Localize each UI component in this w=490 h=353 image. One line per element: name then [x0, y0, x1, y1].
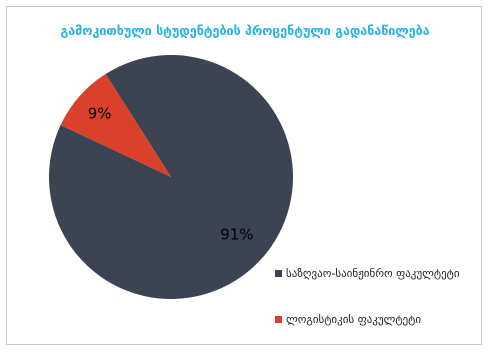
chart-title: გამოკითხული სტუდენტების პროცენტული გადან… — [60, 23, 430, 38]
pie-slice-logistics — [60, 73, 171, 177]
legend-item-maritime: საზღვაო-საინჟინრო ფაკულტეტი — [275, 267, 460, 280]
legend-swatch-logistics — [275, 316, 282, 323]
chart-frame: გამოკითხული სტუდენტების პროცენტული გადან… — [6, 6, 482, 345]
legend-swatch-maritime — [275, 270, 282, 277]
legend-label-logistics: ლოგისტიკის ფაკულტეტი — [286, 313, 422, 326]
pie-label-maritime: 91% — [220, 226, 253, 244]
pie-slice-maritime — [48, 55, 293, 300]
legend-item-logistics: ლოგისტიკის ფაკულტეტი — [275, 313, 421, 326]
legend-label-maritime: საზღვაო-საინჟინრო ფაკულტეტი — [286, 267, 460, 280]
pie-chart: 91% 9% — [48, 55, 293, 300]
pie-label-logistics: 9% — [88, 105, 112, 123]
